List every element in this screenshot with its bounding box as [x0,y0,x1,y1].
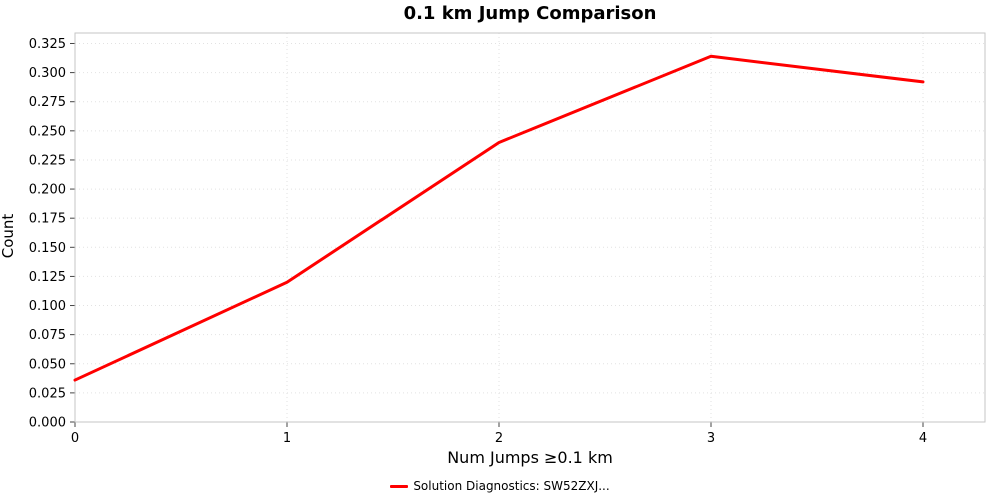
y-tick-label: 0.025 [29,386,66,401]
x-tick-label: 0 [71,431,79,446]
x-tick-label: 3 [707,431,715,446]
y-tick-label: 0.200 [29,183,66,198]
y-tick-label: 0.000 [29,416,66,431]
y-tick-label: 0.275 [29,95,66,110]
y-axis-label: Count [0,213,17,259]
legend-label: Solution Diagnostics: SW52ZXJ... [413,479,610,493]
x-tick-label: 1 [283,431,291,446]
y-tick-label: 0.225 [29,153,66,168]
series-line [73,54,925,382]
legend-line-icon [390,484,409,488]
legend: Solution Diagnostics: SW52ZXJ... [0,479,1000,493]
y-tick-label: 0.125 [29,270,66,285]
y-tick-label: 0.050 [29,357,66,372]
y-tick-label: 0.150 [29,241,66,256]
chart-title: 0.1 km Jump Comparison [403,3,657,24]
x-tick-label: 2 [495,431,503,446]
y-tick-label: 0.075 [29,328,66,343]
plot-area: 0.000 0.025 0.050 0.075 0.100 0.125 0.150 0.175… [29,32,986,446]
y-tick-label: 0.325 [29,37,66,52]
x-axis-label: Num Jumps ≥0.1 km [447,448,613,467]
y-tick-label: 0.175 [29,212,66,227]
x-tick-label: 4 [919,431,927,446]
plot-frame [74,32,986,423]
y-tick-label: 0.100 [29,299,66,314]
y-tick-label: 0.300 [29,66,66,81]
y-tick-label: 0.250 [29,124,66,139]
